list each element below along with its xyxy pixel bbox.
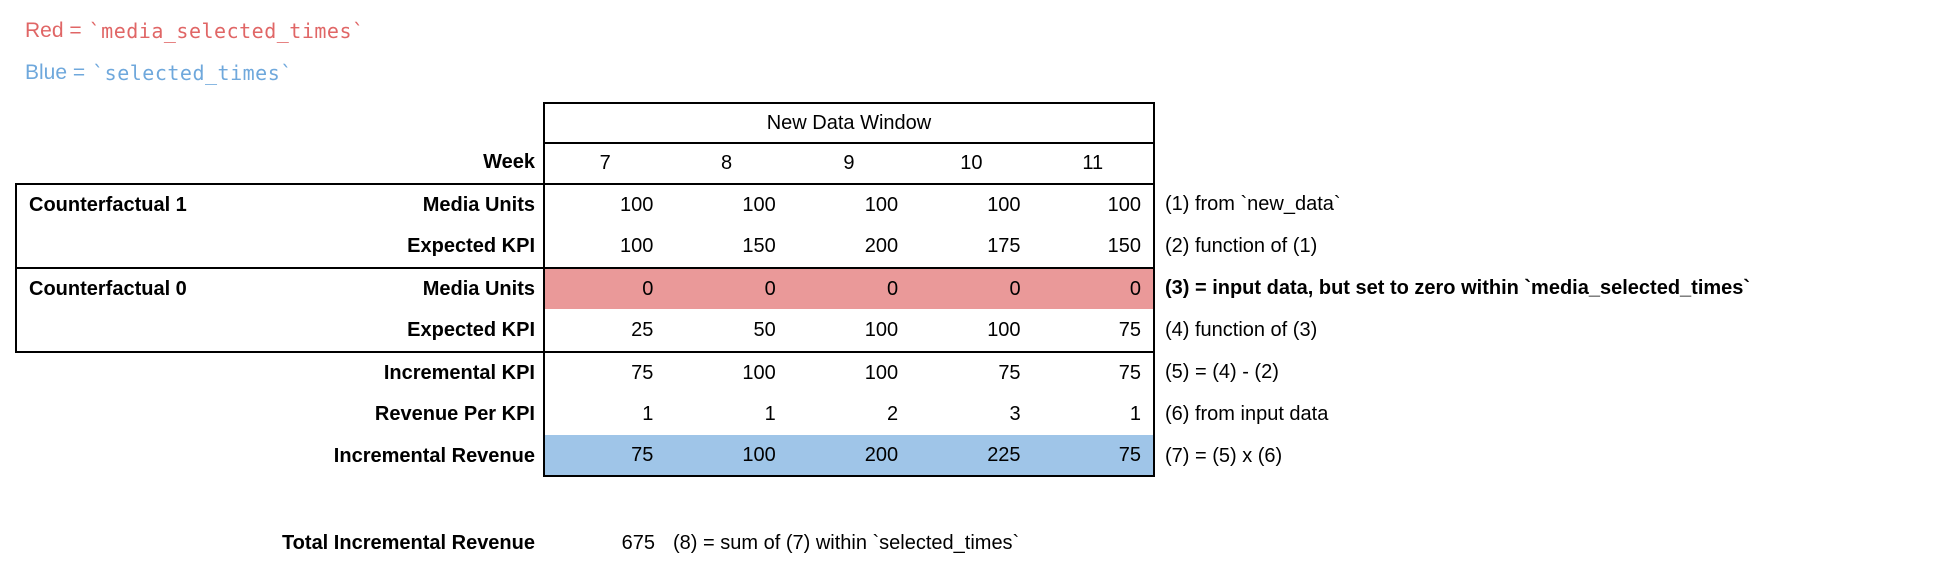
week-header: 10 [910, 142, 1033, 183]
data-cell-highlight-blue: 200 [787, 435, 911, 477]
data-cell: 100 [543, 183, 666, 225]
data-cell-highlight-blue: 75 [1032, 435, 1155, 477]
data-cell: 200 [864, 234, 899, 257]
week-header: 11 [1032, 142, 1155, 183]
spacer [15, 393, 280, 435]
data-cell: 1 [764, 402, 776, 425]
data-cell-highlight-red: 0 [543, 267, 666, 309]
data-cell: 2 [887, 402, 899, 425]
data-cell: 100 [665, 183, 788, 225]
week-header: 8 [665, 142, 788, 183]
legend-red-code: `media_selected_times` [88, 19, 365, 43]
data-cell: 150 [1033, 225, 1155, 267]
group-label [15, 225, 280, 267]
data-cell: 75 [1033, 309, 1155, 351]
total-annotation: (8) = sum of (7) within `selected_times` [673, 531, 1020, 554]
row-label: Media Units [280, 183, 543, 225]
spacer [1155, 142, 1945, 183]
spacer [15, 435, 280, 477]
annotation: (5) = (4) - (2) [1164, 360, 1279, 383]
data-cell: 75 [543, 351, 666, 393]
data-cell: 100 [864, 318, 899, 341]
data-cell-highlight-blue: 225 [910, 435, 1033, 477]
data-cell: 3 [1009, 402, 1021, 425]
data-cell: 75 [1032, 351, 1155, 393]
data-cell-highlight-blue: 100 [665, 435, 788, 477]
legend-red-line: Red = `media_selected_times` [25, 10, 365, 52]
spacer [1155, 102, 1945, 142]
spacer [15, 351, 280, 393]
data-cell: 100 [987, 318, 1021, 341]
data-cell-highlight-red: 0 [1032, 267, 1155, 309]
data-cell: 75 [910, 351, 1033, 393]
data-cell: 100 [910, 183, 1033, 225]
row-label: Expected KPI [407, 234, 535, 257]
legend-blue-code: `selected_times` [92, 61, 293, 85]
total-value: 675 [621, 531, 655, 554]
legend-blue-term: Blue = [25, 61, 86, 84]
annotation: (2) function of (1) [1164, 234, 1318, 257]
row-label: Revenue Per KPI [374, 402, 535, 425]
data-cell: 100 [1032, 183, 1155, 225]
total-label: Total Incremental Revenue [281, 531, 535, 554]
table-title: New Data Window [543, 102, 1155, 142]
row-label: Incremental Revenue [333, 444, 535, 467]
week-header: 9 [787, 142, 911, 183]
data-cell: 100 [787, 351, 911, 393]
legend: Red = `media_selected_times` Blue = `sel… [25, 10, 365, 94]
row-label: Media Units [280, 267, 543, 309]
row-label: Incremental KPI [280, 351, 543, 393]
data-cell: 1 [1033, 393, 1155, 435]
data-cell-highlight-red: 0 [665, 267, 788, 309]
row-label: Expected KPI [407, 318, 535, 341]
spacer [15, 142, 280, 183]
data-cell: 100 [665, 351, 788, 393]
group-label: Counterfactual 0 [15, 267, 280, 309]
data-cell: 150 [742, 234, 776, 257]
legend-red-term: Red = [25, 19, 82, 42]
data-cell-highlight-red: 0 [787, 267, 911, 309]
data-cell-highlight-blue: 75 [543, 435, 666, 477]
data-cell: 50 [753, 318, 776, 341]
annotation: (7) = (5) x (6) [1164, 444, 1283, 467]
annotation: (1) from `new_data` [1164, 192, 1341, 215]
annotation: (3) = input data, but set to zero within… [1164, 276, 1751, 299]
data-cell: 25 [543, 309, 665, 351]
group-label: Counterfactual 1 [15, 183, 280, 225]
group-label [15, 309, 280, 351]
data-cell: 100 [543, 225, 665, 267]
data-cell: 175 [987, 234, 1021, 257]
annotation: (4) function of (3) [1164, 318, 1318, 341]
data-cell-highlight-red: 0 [910, 267, 1033, 309]
annotation: (6) from input data [1164, 402, 1329, 425]
data-cell: 100 [787, 183, 911, 225]
spacer [15, 102, 543, 142]
week-header: 7 [543, 142, 666, 183]
legend-blue-line: Blue = `selected_times` [25, 52, 365, 94]
week-row-label: Week [483, 151, 535, 173]
data-cell: 1 [543, 393, 665, 435]
counterfactual-table: New Data Window Week 7 8 9 10 11 Counter… [15, 102, 1945, 477]
